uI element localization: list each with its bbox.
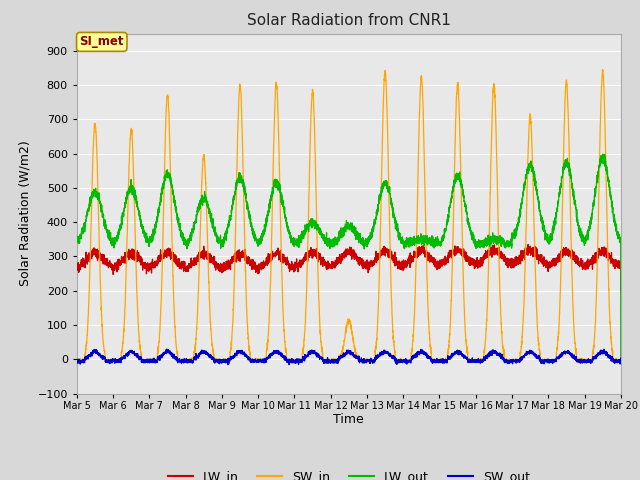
SW_out: [502, 358, 509, 364]
Y-axis label: Solar Radiation (W/m2): Solar Radiation (W/m2): [19, 141, 32, 287]
X-axis label: Time: Time: [333, 413, 364, 426]
SW_in: [73, 359, 81, 364]
SW_in: [441, 358, 449, 363]
SW_out: [163, 346, 171, 352]
SW_out: [617, 357, 625, 362]
SW_in: [502, 358, 509, 364]
LW_out: [440, 228, 448, 234]
Line: SW_in: SW_in: [77, 70, 621, 363]
LW_out: [471, 239, 479, 244]
Legend: LW_in, SW_in, LW_out, SW_out: LW_in, SW_in, LW_out, SW_out: [163, 465, 535, 480]
Line: LW_out: LW_out: [77, 154, 621, 360]
LW_out: [328, 243, 336, 249]
Line: SW_out: SW_out: [77, 349, 621, 365]
SW_in: [328, 357, 336, 363]
LW_in: [440, 261, 448, 267]
Line: LW_in: LW_in: [77, 244, 621, 291]
LW_out: [73, 234, 81, 240]
SW_out: [285, 362, 293, 368]
SW_out: [73, 358, 81, 364]
SW_in: [616, 358, 624, 363]
Title: Solar Radiation from CNR1: Solar Radiation from CNR1: [247, 13, 451, 28]
LW_in: [524, 241, 532, 247]
LW_out: [171, 198, 179, 204]
LW_in: [616, 262, 624, 267]
SW_in: [598, 67, 606, 72]
SW_in: [171, 315, 179, 321]
LW_out: [616, 236, 624, 242]
SW_in: [617, 357, 625, 362]
LW_out: [502, 245, 509, 251]
SW_in: [368, 360, 376, 366]
LW_in: [328, 261, 336, 266]
SW_out: [616, 358, 624, 364]
LW_in: [617, 288, 625, 294]
Text: SI_met: SI_met: [79, 36, 124, 48]
LW_out: [617, 357, 625, 362]
SW_out: [471, 359, 479, 364]
SW_in: [471, 358, 479, 363]
LW_in: [471, 262, 479, 268]
SW_out: [441, 358, 449, 364]
SW_out: [171, 354, 179, 360]
SW_out: [329, 358, 337, 363]
LW_in: [502, 255, 509, 261]
LW_out: [599, 151, 607, 157]
LW_in: [73, 264, 81, 269]
LW_in: [171, 259, 179, 265]
